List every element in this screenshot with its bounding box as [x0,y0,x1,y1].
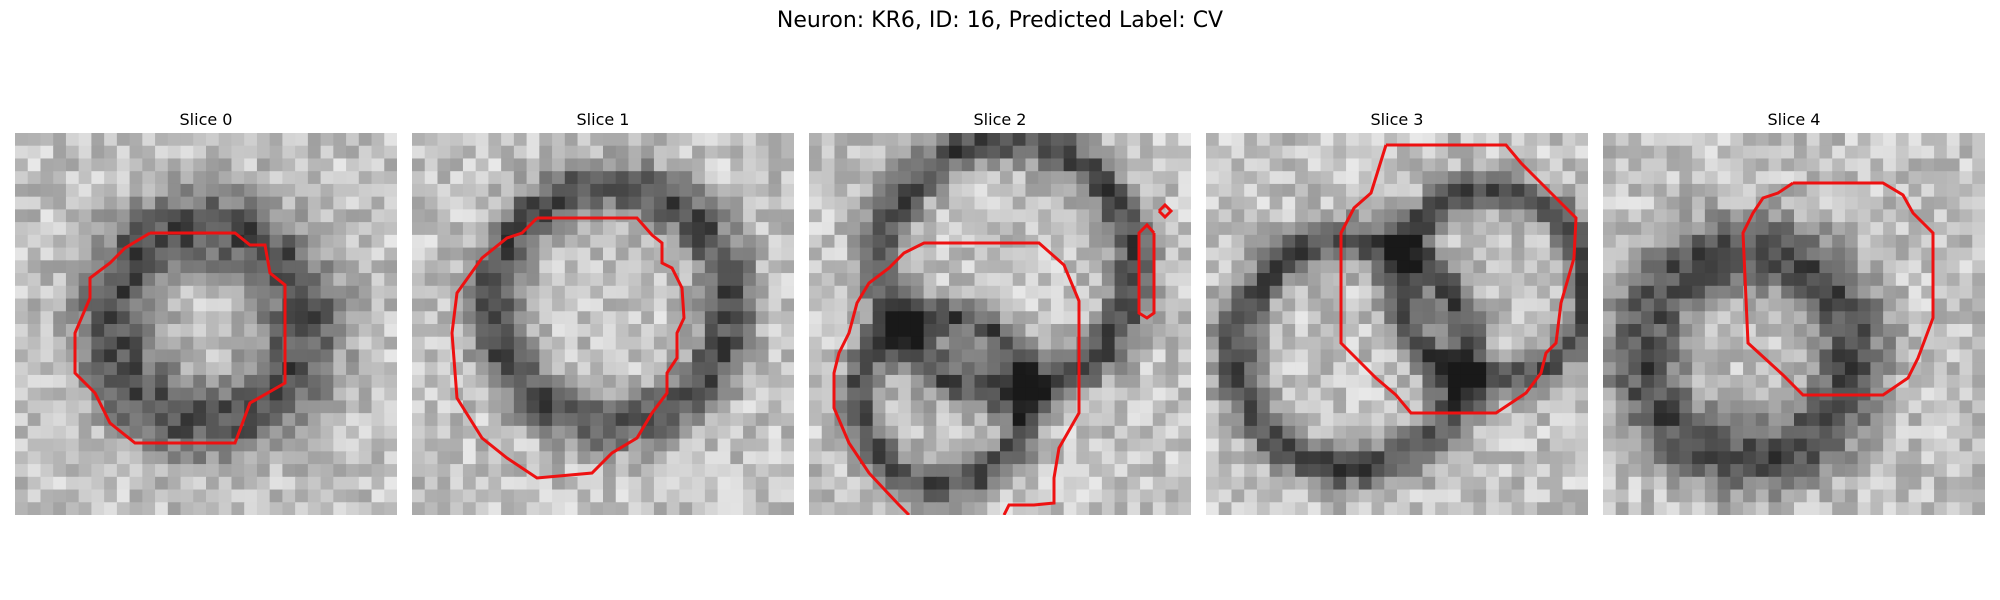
micrograph-pixels-4 [1603,133,1985,515]
slice-title-4: Slice 4 [1767,110,1821,129]
slice-title-3: Slice 3 [1370,110,1424,129]
roi-contour-2-main [832,241,1081,515]
micrograph-pixels-3 [1206,133,1588,515]
slice-panel-1: Slice 1 [412,109,794,515]
slice-image-1 [412,133,794,515]
micrograph-pixels-0 [15,133,397,515]
slice-panel-0: Slice 0 [15,109,397,515]
roi-contour-3 [1339,143,1578,415]
figure-title: Neuron: KR6, ID: 16, Predicted Label: CV [776,8,1224,33]
roi-contour-2-small [1137,222,1156,320]
slice-image-2 [809,133,1191,515]
micrograph-pixels-2 [809,133,1191,515]
slice-panel-2: Slice 2 [809,109,1191,515]
slice-image-0 [15,133,397,515]
roi-contour-0 [73,231,287,445]
slice-title-1: Slice 1 [576,110,630,129]
roi-contour-4 [1741,181,1935,397]
slice-image-4 [1603,133,1985,515]
roi-contour-2-dot [1157,202,1174,220]
slice-panel-4: Slice 4 [1603,109,1985,515]
slice-title-2: Slice 2 [973,110,1027,129]
micrograph-pixels-1 [412,133,794,515]
slice-title-0: Slice 0 [179,110,233,129]
roi-contour-1 [450,216,686,480]
slice-image-3 [1206,133,1588,515]
slice-panel-3: Slice 3 [1206,109,1588,515]
